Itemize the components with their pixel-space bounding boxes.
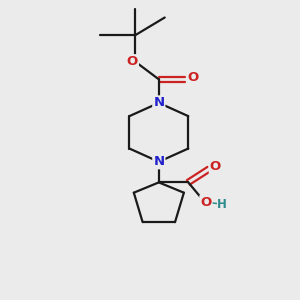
Text: N: N (153, 155, 164, 168)
Text: O: O (127, 55, 138, 68)
Text: N: N (153, 96, 164, 110)
Text: H: H (217, 198, 227, 211)
Text: O: O (200, 196, 211, 209)
Text: O: O (187, 71, 198, 84)
Text: O: O (210, 160, 221, 173)
